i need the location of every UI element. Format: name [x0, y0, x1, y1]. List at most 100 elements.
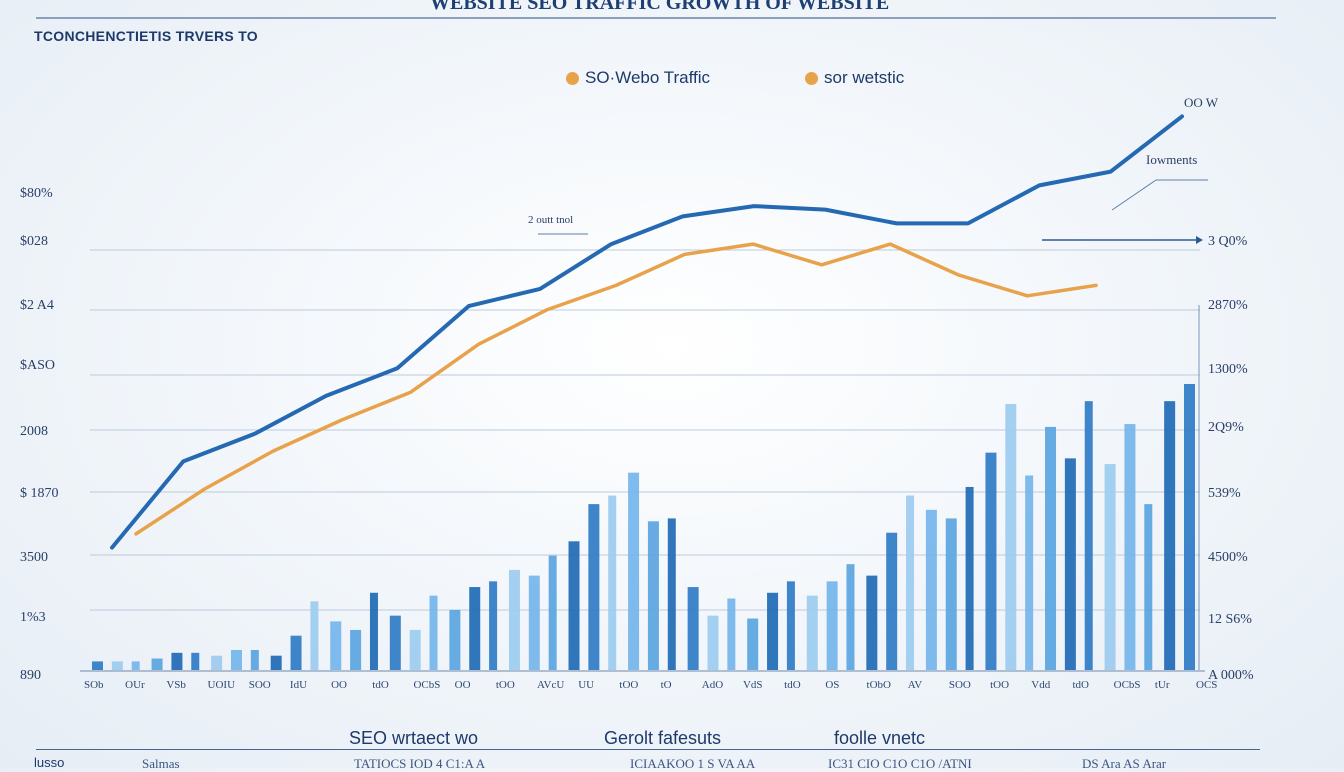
bar-mark: [747, 618, 759, 670]
legend-label: sor wetstic: [824, 68, 905, 87]
x-tick-label: tOO: [496, 679, 515, 691]
bar-mark: [965, 486, 974, 670]
bar-mark: [568, 541, 580, 670]
bar-mark: [171, 652, 183, 670]
bar-mark: [1164, 401, 1176, 670]
bar-mark: [389, 615, 401, 670]
legend-label: SO·Webo Traffic: [585, 68, 711, 87]
bar-mark: [548, 555, 557, 670]
bar-mark: [92, 661, 103, 670]
bar-mark: [469, 587, 481, 670]
x-tick-label: OO: [331, 679, 347, 691]
x-tick-label: tObO: [867, 679, 892, 691]
bar-mark: [151, 658, 163, 670]
x-tick-label: VSb: [166, 679, 186, 691]
legend-dot-icon: [566, 71, 579, 85]
y-tick-right: 3 Q0%: [1208, 234, 1248, 249]
bar-mark: [131, 661, 140, 670]
bar-mark: [528, 575, 540, 670]
bar-mark: [449, 609, 461, 670]
bar-mark: [727, 598, 736, 670]
bar-mark: [211, 655, 223, 670]
x-tick-label: SOO: [949, 679, 971, 691]
bar-mark: [945, 518, 957, 670]
bar-mark: [1025, 475, 1034, 670]
annotation-mid-note: 2 outt tnol: [528, 214, 574, 226]
y-tick-left: $ASO: [20, 358, 56, 373]
x-tick-label: SOb: [84, 679, 104, 691]
x-tick-label: AV: [908, 679, 923, 691]
y-tick-left: 2008: [20, 424, 48, 439]
bar-mark: [588, 504, 600, 670]
bar-mark: [806, 595, 818, 670]
footer-right-label: foolle vnetc: [834, 728, 926, 748]
x-tick-label: tOO: [619, 679, 638, 691]
y-tick-right: 12 S6%: [1208, 612, 1252, 627]
x-tick-label: OCbS: [413, 679, 440, 691]
y-tick-left: 1%3: [20, 610, 46, 625]
y-tick-left: $2 A4: [20, 298, 54, 313]
bar-mark: [1005, 404, 1017, 670]
bar-mark: [1084, 401, 1093, 670]
x-tick-label: OCS: [1196, 679, 1217, 691]
legend-item-website: sor wetstic: [805, 68, 904, 88]
bar-mark: [508, 569, 520, 670]
annotation-right-note: Iowments: [1146, 152, 1198, 167]
bar-mark: [767, 592, 779, 670]
footer-mid-small: ICIAAKOO 1 S VA AA: [630, 756, 756, 771]
bar-mark: [1124, 424, 1136, 670]
y-tick-right: 4500%: [1208, 550, 1248, 565]
legend-item-seo-traffic: SO·Webo Traffic: [566, 68, 710, 88]
y-tick-right: 1300%: [1208, 362, 1248, 377]
x-tick-label: tO: [661, 679, 672, 691]
x-tick-label: tUr: [1155, 679, 1170, 691]
bar-mark: [1144, 504, 1153, 670]
annotation-top-right: OO W: [1184, 95, 1219, 110]
pointer-arrowhead-icon: [1196, 236, 1203, 244]
y-tick-right: 2870%: [1208, 298, 1248, 313]
y-tick-right: A 000%: [1208, 668, 1254, 683]
bar-mark: [866, 575, 878, 670]
footer-left-small: Salmas: [142, 756, 180, 771]
bar-mark: [647, 521, 659, 670]
y-tick-left: 890: [20, 668, 41, 683]
footer-far-right-small: DS Ara AS Arar: [1082, 756, 1167, 771]
series-line-orange: [134, 242, 1098, 536]
y-tick-right: 2Q9%: [1208, 420, 1244, 435]
y-tick-left: $80%: [20, 186, 53, 201]
y-tick-left: $028: [20, 234, 48, 249]
bar-mark: [687, 587, 699, 670]
bar-mark: [846, 564, 855, 670]
bar-mark: [1045, 426, 1057, 670]
x-tick-label: AVcU: [537, 679, 564, 691]
bar-mark: [310, 601, 319, 670]
bar-mark: [786, 581, 795, 670]
bar-mark: [350, 629, 362, 670]
bar-mark: [250, 649, 259, 670]
bar-mark: [290, 635, 302, 670]
x-tick-label: AdO: [702, 679, 723, 691]
chart-subtitle: TCONCHENCTIETIS TRVERS TO: [34, 28, 259, 44]
bar-mark: [826, 581, 838, 670]
x-tick-label: OUr: [125, 679, 145, 691]
bar-mark: [608, 495, 617, 670]
bar-mark: [1104, 464, 1116, 670]
top-rule: [36, 17, 1276, 19]
bar-mark: [489, 581, 498, 670]
bar-mark: [707, 615, 719, 670]
bar-mark: [330, 621, 342, 670]
bottom-rule: [36, 749, 1260, 750]
footer-mid-label: Gerolt fafesuts: [604, 728, 722, 748]
x-tick-label: OS: [825, 679, 839, 691]
footer-right-small: IC31 CIO C1O C1O /ATNI: [828, 756, 972, 771]
x-tick-label: tOO: [990, 679, 1009, 691]
bar-mark: [409, 629, 421, 670]
x-tick-label: OO: [455, 679, 471, 691]
bar-mark: [429, 595, 438, 670]
x-tick-label: SOO: [249, 679, 271, 691]
pointer-line: [1111, 179, 1157, 211]
footer-left-label: lusso: [34, 755, 65, 770]
bar-mark: [369, 592, 378, 670]
x-tick-label: IdU: [290, 679, 307, 691]
bar-mark: [628, 472, 640, 670]
